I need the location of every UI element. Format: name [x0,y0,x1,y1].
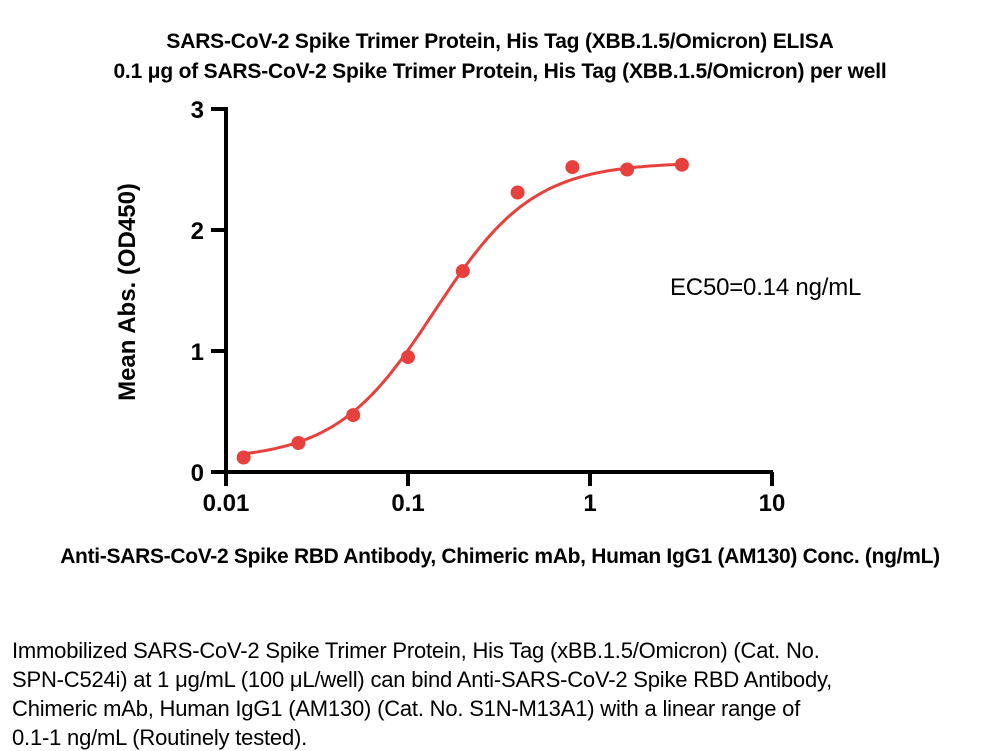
y-tick-label: 0 [191,460,204,487]
data-point [565,160,580,175]
chart-header: SARS-CoV-2 Spike Trimer Protein, His Tag… [0,27,1000,87]
data-point [346,408,361,423]
y-tick-label: 3 [191,97,204,124]
description-line: SPN-C524i) at 1 μg/mL (100 μL/well) can … [12,667,833,692]
data-point [291,436,306,450]
data-point [620,162,635,177]
x-tick-label: 1 [583,490,596,517]
x-axis-caption: Anti-SARS-CoV-2 Spike RBD Antibody, Chim… [60,545,940,568]
description-line: Chimeric mAb, Human IgG1 (AM130) (Cat. N… [12,696,801,721]
y-tick-label: 1 [191,339,204,366]
description-line: 0.1-1 ng/mL (Routinely tested). [12,725,308,750]
y-axis-label: Mean Abs. (OD450) [114,183,141,401]
figure-description: Immobilized SARS-CoV-2 Spike Trimer Prot… [12,636,990,751]
data-point [401,350,415,365]
x-tick-label: 0.01 [203,490,250,517]
chart-title: SARS-CoV-2 Spike Trimer Protein, His Tag… [166,30,834,53]
x-tick-label: 10 [759,490,786,517]
y-tick-label: 2 [191,218,204,245]
dose-response-chart: 0 1 2 3 0.01 0.1 1 10 Mean Abs. (OD450) [114,97,786,517]
data-point [674,157,689,172]
chart-subtitle: 0.1 μg of SARS-CoV-2 Spike Trimer Protei… [113,60,887,83]
data-point [236,450,251,465]
x-tick-label: 0.1 [391,490,424,517]
description-line: Immobilized SARS-CoV-2 Spike Trimer Prot… [12,638,820,663]
data-point [455,264,470,279]
fit-curve [238,162,684,456]
ec50-annotation: EC50=0.14 ng/mL [670,274,862,301]
data-point [510,185,525,200]
